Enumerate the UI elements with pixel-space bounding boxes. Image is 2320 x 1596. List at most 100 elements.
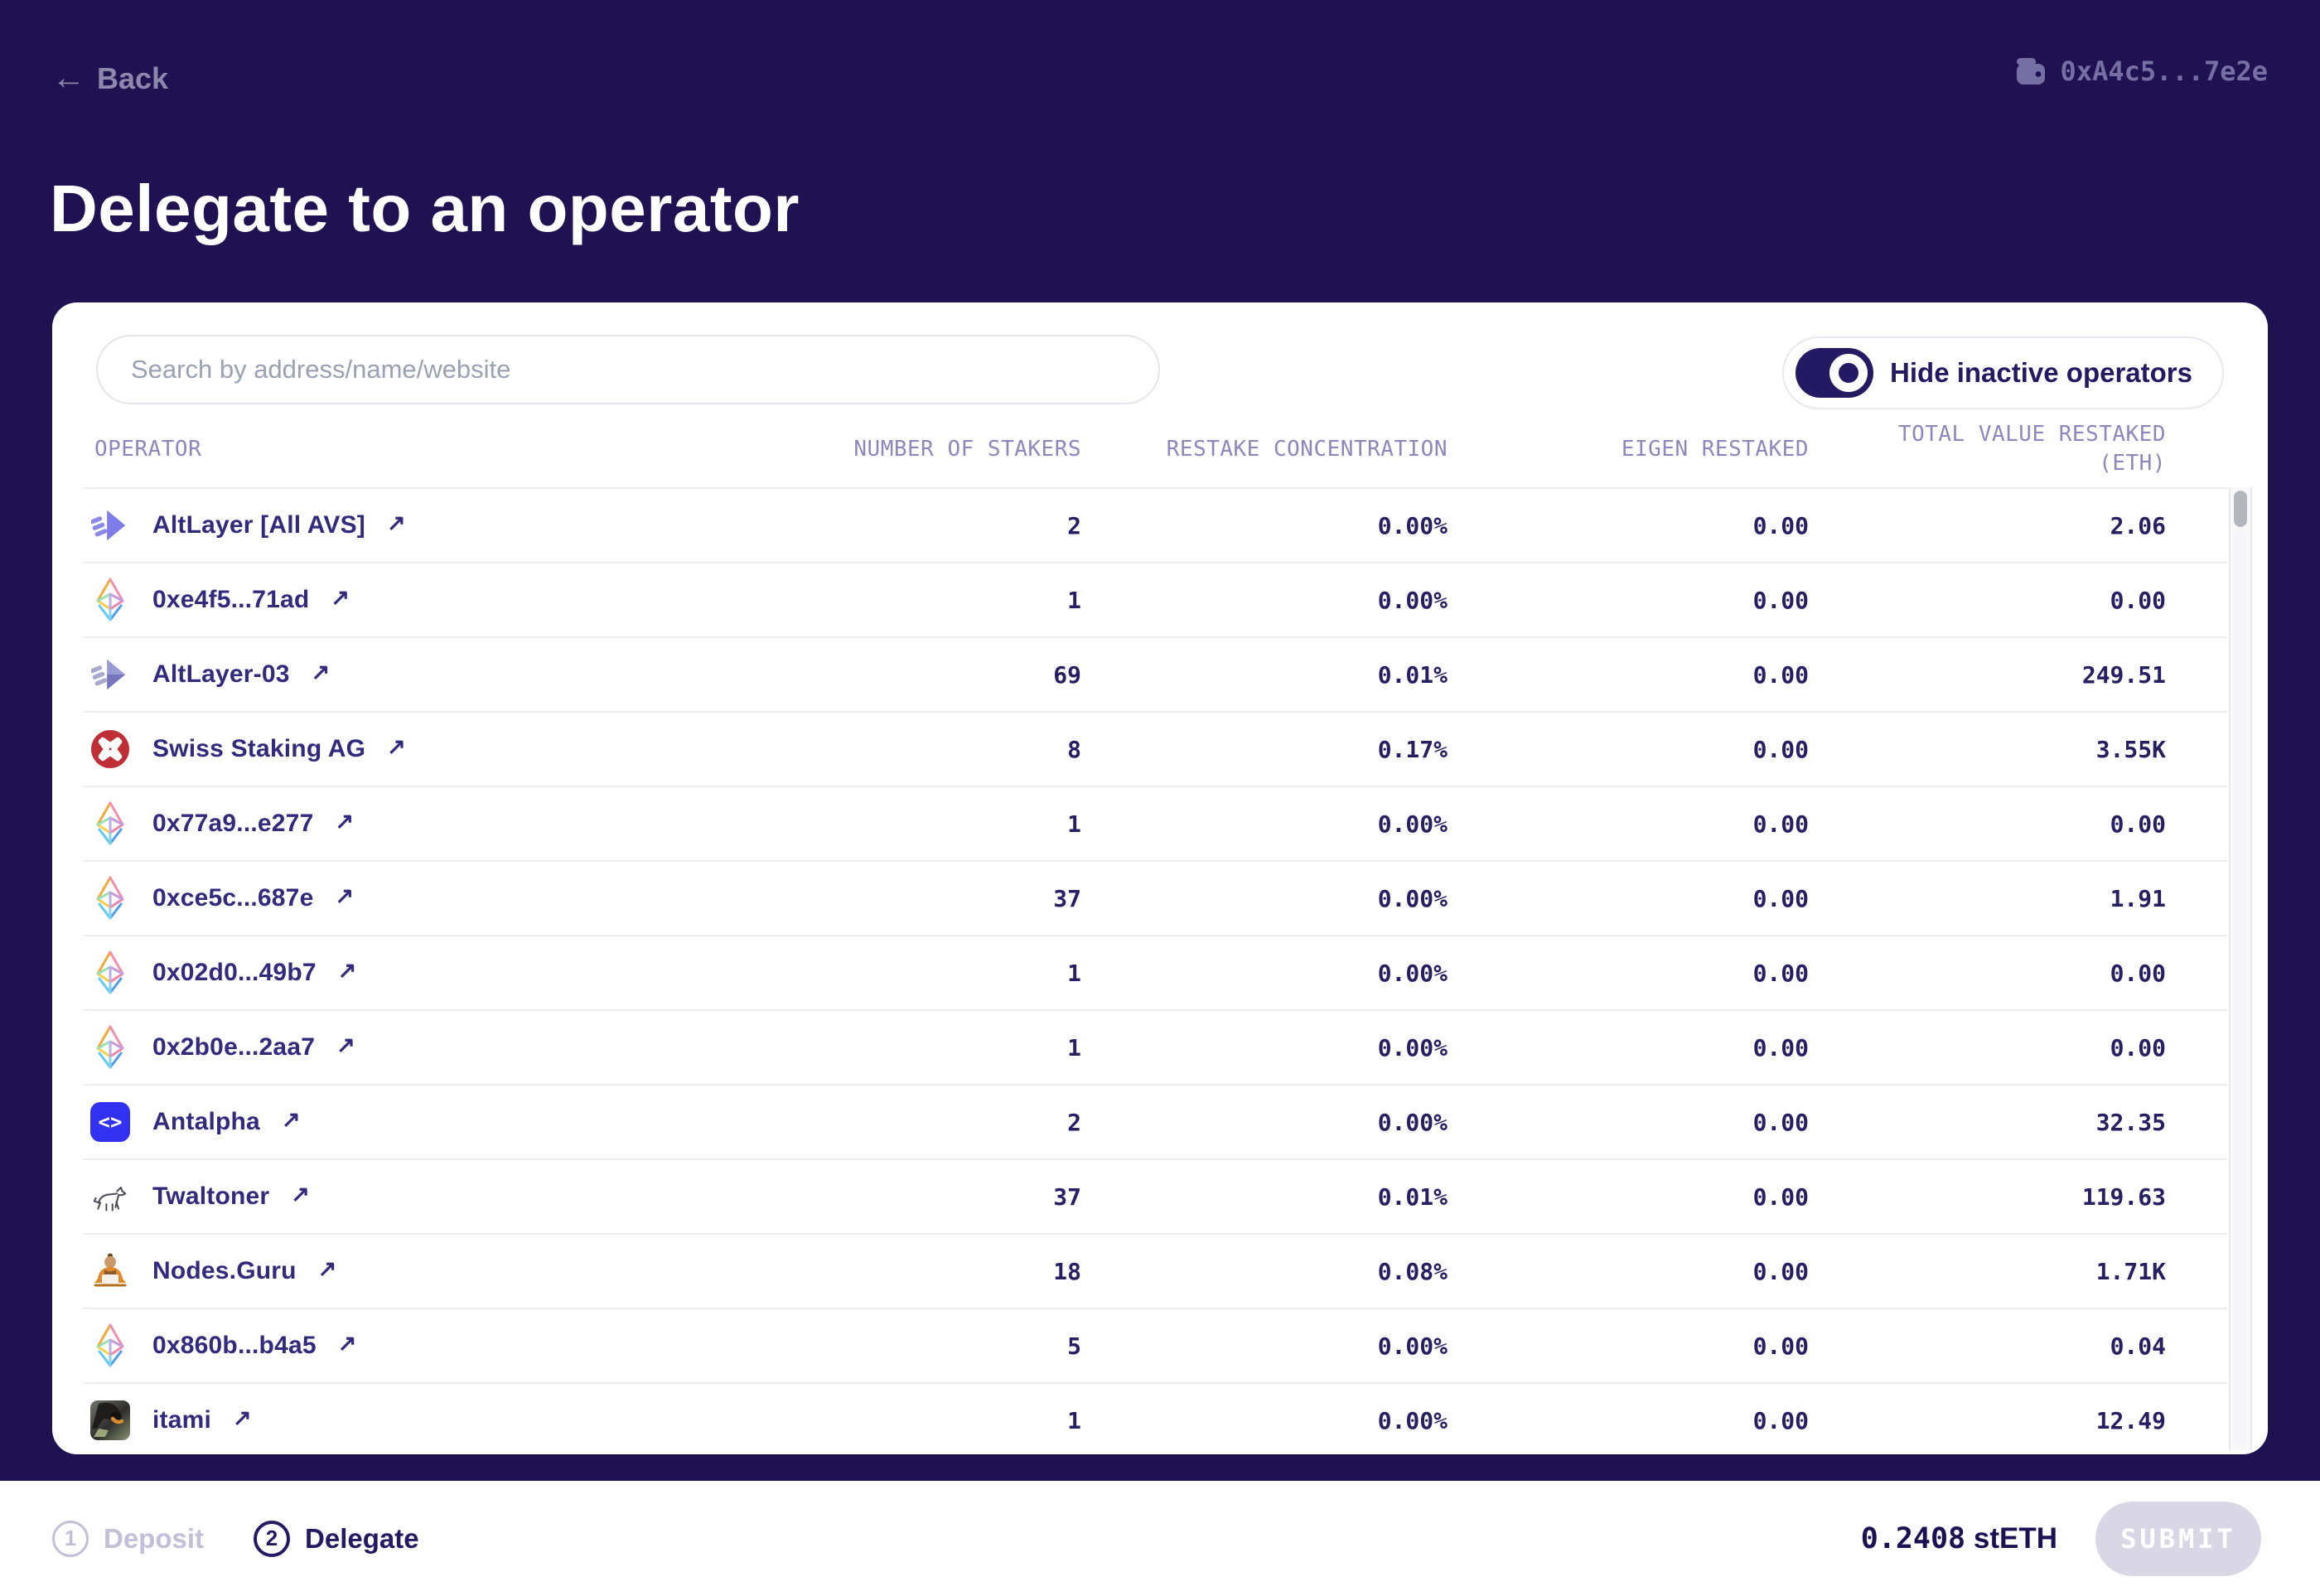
table-row[interactable]: 0xe4f5...71ad ↗ 1 0.00% 0.00 0.00 [83,562,2227,636]
total-value: 1.91 [2110,884,2166,912]
header-concentration[interactable]: RESTAKE CONCENTRATION [1166,436,1448,462]
eth-diamond-icon [89,576,131,624]
external-link-icon[interactable]: ↗ [387,733,406,759]
step-delegate[interactable]: 2 Delegate [254,1520,419,1557]
operator-name-link[interactable]: 0xe4f5...71ad [152,586,310,613]
table-row[interactable]: Nodes.Guru ↗ 18 0.08% 0.00 1.71K [83,1233,2227,1308]
table-row[interactable]: Swiss Staking AG ↗ 8 0.17% 0.00 3.55K [83,711,2227,786]
eigen-value: 0.00 [1752,884,1809,912]
operator-name-link[interactable]: AltLayer-03 [152,660,290,688]
concentration-value: 0.00% [1377,1108,1448,1136]
submit-button[interactable]: SUBMIT [2095,1501,2261,1576]
eth-diamond-icon [89,800,131,848]
stakers-value: 1 [1067,959,1081,987]
eigen-value: 0.00 [1752,735,1809,763]
step-1-circle-icon: 1 [52,1520,89,1557]
external-link-icon[interactable]: ↗ [337,1330,357,1356]
total-value: 12.49 [2095,1406,2166,1434]
table-row[interactable]: AltLayer [All AVS] ↗ 2 0.00% 0.00 2.06 [83,487,2227,562]
total-value: 2.06 [2110,511,2166,539]
external-link-icon[interactable]: ↗ [317,1255,337,1281]
back-arrow-icon: ← [52,60,85,96]
table-row[interactable]: 0x2b0e...2aa7 ↗ 1 0.00% 0.00 0.00 [83,1009,2227,1084]
table-header-row: OPERATOR NUMBER OF STAKERS RESTAKE CONCE… [83,410,2227,487]
concentration-value: 0.01% [1377,1182,1448,1211]
step-2-label: Delegate [305,1522,419,1554]
scrollbar-thumb[interactable] [2234,491,2247,527]
total-value: 0.00 [2110,586,2166,614]
eigen-value: 0.00 [1752,1406,1809,1434]
table-row[interactable]: <> Antalpha ↗ 2 0.00% 0.00 32.35 [83,1084,2227,1158]
concentration-value: 0.00% [1377,586,1448,614]
external-link-icon[interactable]: ↗ [386,510,406,535]
operators-card: Hide inactive operators OPERATOR NUMBER … [52,302,2268,1454]
external-link-icon[interactable]: ↗ [281,1106,301,1132]
search-input[interactable] [96,335,1160,404]
external-link-icon[interactable]: ↗ [335,808,355,834]
operator-name-link[interactable]: AltLayer [All AVS] [152,511,365,539]
toggle-switch-icon[interactable] [1796,348,1874,398]
balance-amount: 0.2408 stETH [1861,1522,2057,1555]
twaltoner-logo-icon [89,1173,131,1221]
wallet-chip[interactable]: 0xA4c5...7e2e [2014,55,2268,88]
operator-name-link[interactable]: 0xce5c...687e [152,884,314,912]
external-link-icon[interactable]: ↗ [233,1405,252,1430]
header-eigen[interactable]: EIGEN RESTAKED [1621,436,1809,462]
operator-name-link[interactable]: Swiss Staking AG [152,735,366,762]
hide-inactive-toggle[interactable]: Hide inactive operators [1782,336,2224,409]
nodesguru-logo-icon [89,1247,131,1295]
concentration-value: 0.08% [1377,1257,1448,1285]
step-indicator: 1 Deposit 2 Delegate [52,1520,419,1557]
operator-name-link[interactable]: 0x77a9...e277 [152,810,314,837]
header-operator[interactable]: OPERATOR [94,436,202,462]
table-row[interactable]: AltLayer-03 ↗ 69 0.01% 0.00 249.51 [83,636,2227,711]
external-link-icon[interactable]: ↗ [311,659,331,684]
stakers-value: 1 [1067,1033,1081,1062]
operator-name-link[interactable]: 0x02d0...49b7 [152,959,317,986]
altlayer-logo-icon [89,501,131,549]
operator-name-link[interactable]: Antalpha [152,1108,260,1135]
header-total[interactable]: TOTAL VALUE RESTAKED (ETH) [1897,421,2166,476]
eigen-value: 0.00 [1752,1257,1809,1285]
table-row[interactable]: 0x77a9...e277 ↗ 1 0.00% 0.00 0.00 [83,786,2227,860]
wallet-address: 0xA4c5...7e2e [2060,56,2268,87]
back-button[interactable]: ← Back [52,60,168,97]
external-link-icon[interactable]: ↗ [335,883,355,908]
operator-name-link[interactable]: itami [152,1406,212,1434]
table-row[interactable]: 0xce5c...687e ↗ 37 0.00% 0.00 1.91 [83,860,2227,935]
external-link-icon[interactable]: ↗ [336,1032,355,1057]
total-value: 0.00 [2110,959,2166,987]
table-row[interactable]: 0x860b...b4a5 ↗ 5 0.00% 0.00 0.04 [83,1308,2227,1382]
concentration-value: 0.00% [1377,810,1448,838]
stakers-value: 1 [1067,586,1081,614]
total-value: 1.71K [2095,1257,2166,1285]
footer-bar: 1 Deposit 2 Delegate 0.2408 stETH SUBMIT [0,1481,2320,1596]
operator-name-link[interactable]: Twaltoner [152,1182,270,1210]
stakers-value: 2 [1067,1108,1081,1136]
concentration-value: 0.00% [1377,1406,1448,1434]
operator-name-link[interactable]: Nodes.Guru [152,1257,297,1284]
operator-name-link[interactable]: 0x2b0e...2aa7 [152,1033,316,1061]
toggle-knob [1829,354,1868,392]
stakers-value: 69 [1053,660,1081,689]
header-stakers[interactable]: NUMBER OF STAKERS [853,436,1081,462]
external-link-icon[interactable]: ↗ [331,584,350,610]
external-link-icon[interactable]: ↗ [337,957,357,983]
table-row[interactable]: Twaltoner ↗ 37 0.01% 0.00 119.63 [83,1158,2227,1233]
total-value: 0.00 [2110,810,2166,838]
operator-name-link[interactable]: 0x860b...b4a5 [152,1332,317,1359]
step-deposit[interactable]: 1 Deposit [52,1520,204,1557]
total-value: 119.63 [2081,1182,2166,1211]
eigen-value: 0.00 [1752,1108,1809,1136]
external-link-icon[interactable]: ↗ [291,1181,310,1207]
table-scrollbar[interactable] [2229,487,2252,1450]
eth-diamond-icon [89,949,131,997]
table-row[interactable]: 0x02d0...49b7 ↗ 1 0.00% 0.00 0.00 [83,935,2227,1009]
concentration-value: 0.00% [1377,1033,1448,1062]
total-value: 32.35 [2095,1108,2166,1136]
concentration-value: 0.00% [1377,959,1448,987]
total-value: 3.55K [2095,735,2166,763]
table-row[interactable]: itami ↗ 1 0.00% 0.00 12.49 [83,1382,2227,1454]
altlayer-muted-logo-icon [89,650,131,699]
